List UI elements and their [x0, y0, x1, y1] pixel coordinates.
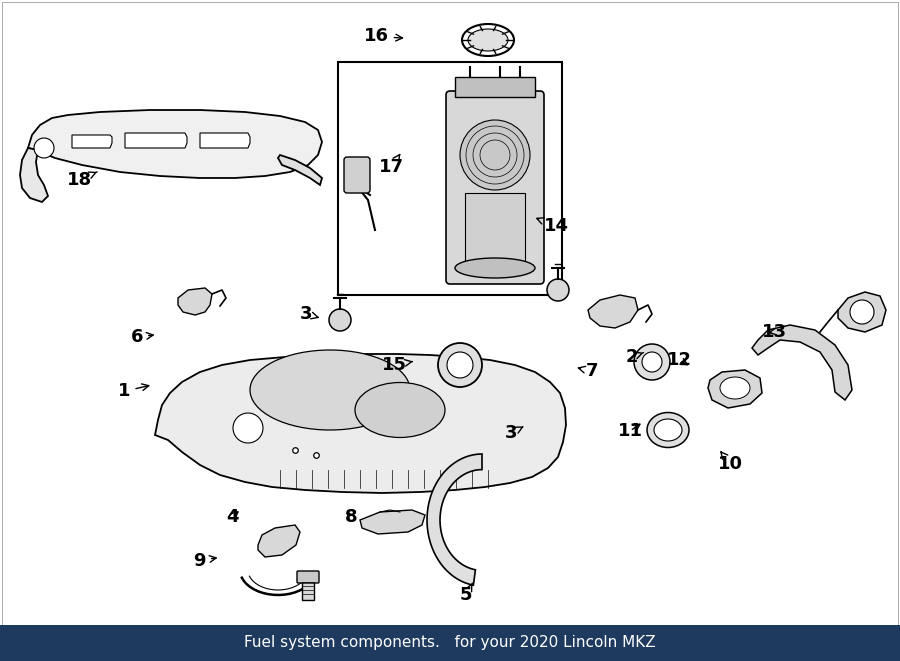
Circle shape	[460, 120, 530, 190]
Text: 14: 14	[536, 217, 569, 235]
Polygon shape	[427, 454, 482, 585]
Circle shape	[34, 138, 54, 158]
Polygon shape	[125, 133, 187, 148]
Polygon shape	[72, 135, 112, 148]
Polygon shape	[155, 354, 566, 493]
Circle shape	[634, 344, 670, 380]
Text: 17: 17	[379, 155, 404, 176]
Bar	[302, 578, 314, 600]
Polygon shape	[20, 148, 48, 202]
Text: 7: 7	[579, 362, 599, 381]
Polygon shape	[360, 510, 425, 534]
Polygon shape	[200, 133, 250, 148]
Text: 13: 13	[761, 323, 787, 341]
Polygon shape	[588, 295, 638, 328]
Text: 4: 4	[226, 508, 239, 526]
Bar	[455, 77, 535, 97]
Text: 16: 16	[364, 27, 402, 46]
Text: 12: 12	[667, 351, 692, 369]
FancyBboxPatch shape	[297, 571, 319, 583]
Bar	[0, 625, 900, 661]
Text: 3: 3	[300, 305, 319, 323]
Circle shape	[547, 279, 569, 301]
Ellipse shape	[462, 24, 514, 56]
Text: 6: 6	[130, 328, 153, 346]
Text: 3: 3	[505, 424, 523, 442]
Text: 1: 1	[118, 382, 148, 401]
Bar	[465, 193, 525, 263]
Text: 18: 18	[67, 171, 97, 189]
Text: 8: 8	[345, 508, 357, 526]
Ellipse shape	[455, 258, 535, 278]
Ellipse shape	[720, 377, 750, 399]
Circle shape	[329, 309, 351, 331]
Text: 10: 10	[718, 452, 743, 473]
Polygon shape	[708, 370, 762, 408]
FancyBboxPatch shape	[344, 157, 370, 193]
Ellipse shape	[355, 383, 445, 438]
Polygon shape	[838, 292, 886, 332]
Ellipse shape	[654, 419, 682, 441]
Polygon shape	[752, 325, 852, 400]
Polygon shape	[28, 110, 322, 178]
Text: 5: 5	[460, 583, 473, 604]
Text: Fuel system components.   for your 2020 Lincoln MKZ: Fuel system components. for your 2020 Li…	[244, 635, 656, 650]
Circle shape	[850, 300, 874, 324]
Ellipse shape	[250, 350, 410, 430]
Text: 9: 9	[194, 551, 216, 570]
Text: 11: 11	[617, 422, 643, 440]
Bar	[338, 62, 562, 295]
Ellipse shape	[468, 29, 508, 51]
Ellipse shape	[647, 412, 689, 447]
Circle shape	[447, 352, 473, 378]
Circle shape	[642, 352, 662, 372]
Text: 2: 2	[626, 348, 644, 366]
Polygon shape	[258, 525, 300, 557]
Circle shape	[438, 343, 482, 387]
Text: 15: 15	[382, 356, 412, 374]
Polygon shape	[178, 288, 212, 315]
FancyBboxPatch shape	[446, 91, 544, 284]
Polygon shape	[278, 155, 322, 185]
Circle shape	[233, 413, 263, 443]
